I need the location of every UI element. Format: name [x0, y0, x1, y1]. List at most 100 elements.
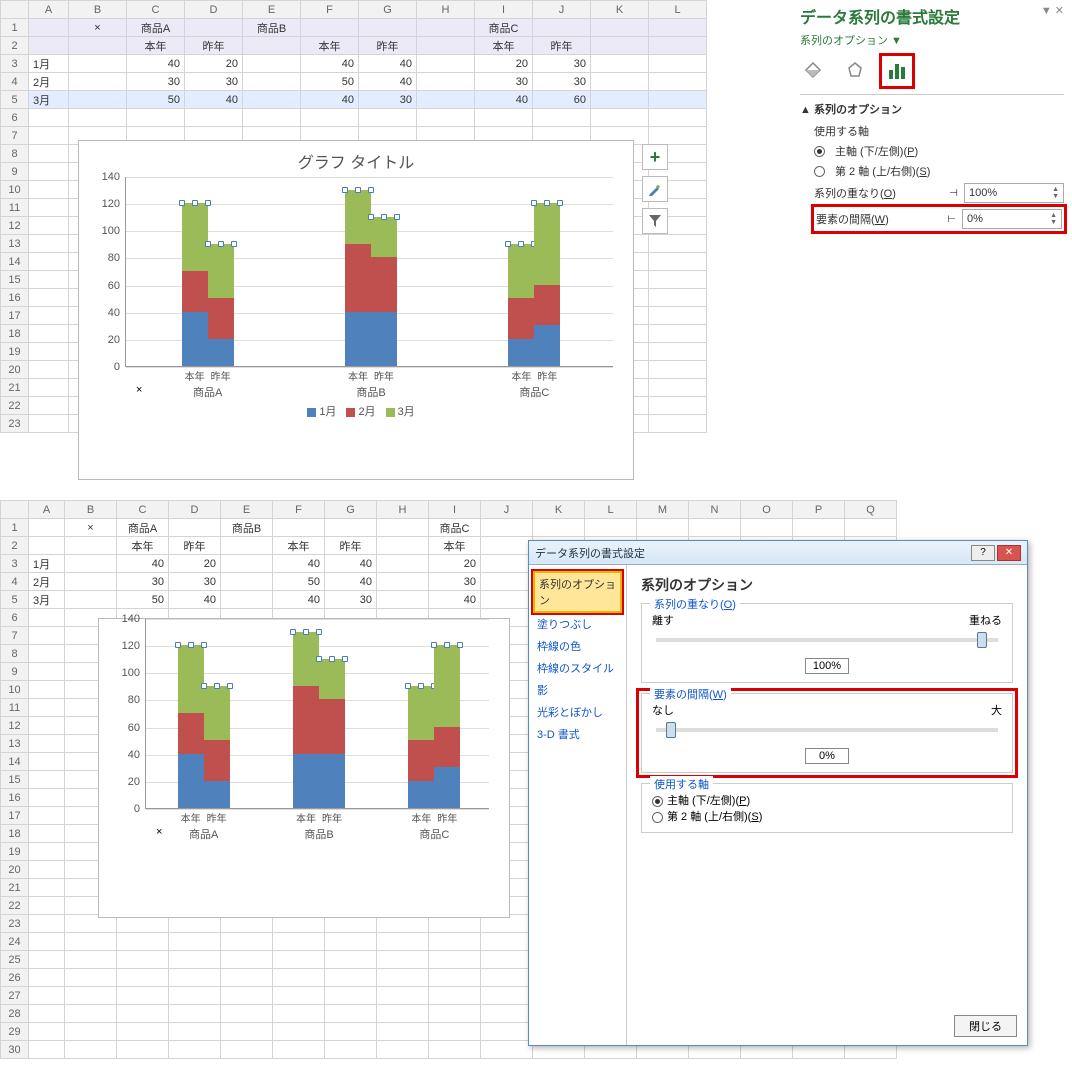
row-header[interactable]: 13: [1, 235, 29, 253]
cell[interactable]: [377, 1041, 429, 1059]
cell[interactable]: [29, 897, 65, 915]
row-header[interactable]: 6: [1, 109, 29, 127]
col-header[interactable]: N: [689, 501, 741, 519]
cell[interactable]: [377, 1023, 429, 1041]
cell[interactable]: [417, 91, 475, 109]
cell[interactable]: [325, 1041, 377, 1059]
col-header[interactable]: A: [29, 501, 65, 519]
cell[interactable]: [29, 807, 65, 825]
cell[interactable]: 30: [359, 91, 417, 109]
selection-handle[interactable]: [531, 200, 537, 206]
cell[interactable]: 40: [117, 555, 169, 573]
row-header[interactable]: 7: [1, 127, 29, 145]
cell[interactable]: 商品B: [221, 519, 273, 537]
cell[interactable]: 40: [475, 91, 533, 109]
row-header[interactable]: 11: [1, 699, 29, 717]
cell[interactable]: [29, 969, 65, 987]
cell[interactable]: [221, 933, 273, 951]
cell[interactable]: [29, 1005, 65, 1023]
cell[interactable]: [481, 951, 533, 969]
selection-handle[interactable]: [188, 642, 194, 648]
row-header[interactable]: 2: [1, 37, 29, 55]
bar-segment[interactable]: [178, 754, 204, 808]
chart-styles-button[interactable]: [642, 176, 668, 202]
cell[interactable]: [481, 1041, 533, 1059]
cell[interactable]: [243, 109, 301, 127]
gap-width-input[interactable]: 0%▲▼: [962, 209, 1062, 229]
selection-handle[interactable]: [381, 214, 387, 220]
cell[interactable]: [475, 109, 533, 127]
row-header[interactable]: 8: [1, 145, 29, 163]
close-button[interactable]: ✕: [997, 545, 1021, 561]
cell[interactable]: [591, 109, 649, 127]
row-header[interactable]: 9: [1, 663, 29, 681]
cell[interactable]: 商品B: [243, 19, 301, 37]
cell[interactable]: [649, 19, 707, 37]
cell[interactable]: [185, 19, 243, 37]
cell[interactable]: [417, 109, 475, 127]
row-header[interactable]: 4: [1, 73, 29, 91]
row-header[interactable]: 13: [1, 735, 29, 753]
cell[interactable]: 2月: [29, 73, 69, 91]
col-header[interactable]: P: [793, 501, 845, 519]
bar-segment[interactable]: [182, 271, 208, 312]
cell[interactable]: [481, 933, 533, 951]
bar-segment[interactable]: [204, 686, 230, 740]
cell[interactable]: [481, 537, 533, 555]
chart-title[interactable]: グラフ タイトル: [79, 141, 633, 177]
cell[interactable]: [29, 307, 69, 325]
cell[interactable]: [793, 519, 845, 537]
cell[interactable]: [649, 109, 707, 127]
chart[interactable]: 020406080100120140本年昨年商品A本年昨年商品B本年昨年商品C×: [98, 618, 510, 918]
col-header[interactable]: K: [591, 1, 649, 19]
cell[interactable]: [29, 415, 69, 433]
cell[interactable]: [243, 73, 301, 91]
cell[interactable]: 40: [359, 73, 417, 91]
cell[interactable]: [243, 55, 301, 73]
cell[interactable]: [65, 1023, 117, 1041]
cell[interactable]: [117, 1041, 169, 1059]
cell[interactable]: [29, 843, 65, 861]
cell[interactable]: [29, 699, 65, 717]
cell[interactable]: 本年: [301, 37, 359, 55]
cell[interactable]: [29, 951, 65, 969]
cell[interactable]: [689, 519, 741, 537]
cell[interactable]: [29, 289, 69, 307]
bar-segment[interactable]: [508, 339, 534, 366]
cell[interactable]: [649, 343, 707, 361]
bar-segment[interactable]: [408, 740, 434, 781]
cell[interactable]: 40: [325, 573, 377, 591]
bar-segment[interactable]: [534, 325, 560, 366]
cell[interactable]: [325, 1023, 377, 1041]
cell[interactable]: 40: [359, 55, 417, 73]
cell[interactable]: [377, 969, 429, 987]
selection-handle[interactable]: [201, 642, 207, 648]
bar-segment[interactable]: [371, 257, 397, 311]
cell[interactable]: [533, 19, 591, 37]
cell[interactable]: [301, 19, 359, 37]
row-header[interactable]: 28: [1, 1005, 29, 1023]
cell[interactable]: [221, 573, 273, 591]
cell[interactable]: [117, 1005, 169, 1023]
col-header[interactable]: C: [127, 1, 185, 19]
cell[interactable]: [69, 37, 127, 55]
cell[interactable]: 20: [169, 555, 221, 573]
cell[interactable]: [169, 969, 221, 987]
cell[interactable]: 本年: [475, 37, 533, 55]
col-header[interactable]: B: [69, 1, 127, 19]
cell[interactable]: [169, 933, 221, 951]
cell[interactable]: [185, 109, 243, 127]
cell[interactable]: [273, 1023, 325, 1041]
chart-add-element-button[interactable]: +: [642, 144, 668, 170]
cell[interactable]: [325, 1005, 377, 1023]
cell[interactable]: [649, 361, 707, 379]
cell[interactable]: [533, 519, 585, 537]
cell[interactable]: 昨年: [533, 37, 591, 55]
cell[interactable]: [649, 271, 707, 289]
cell[interactable]: [273, 933, 325, 951]
cell[interactable]: [301, 109, 359, 127]
row-header[interactable]: 3: [1, 55, 29, 73]
cell[interactable]: [221, 969, 273, 987]
cell[interactable]: [65, 933, 117, 951]
row-header[interactable]: 12: [1, 217, 29, 235]
